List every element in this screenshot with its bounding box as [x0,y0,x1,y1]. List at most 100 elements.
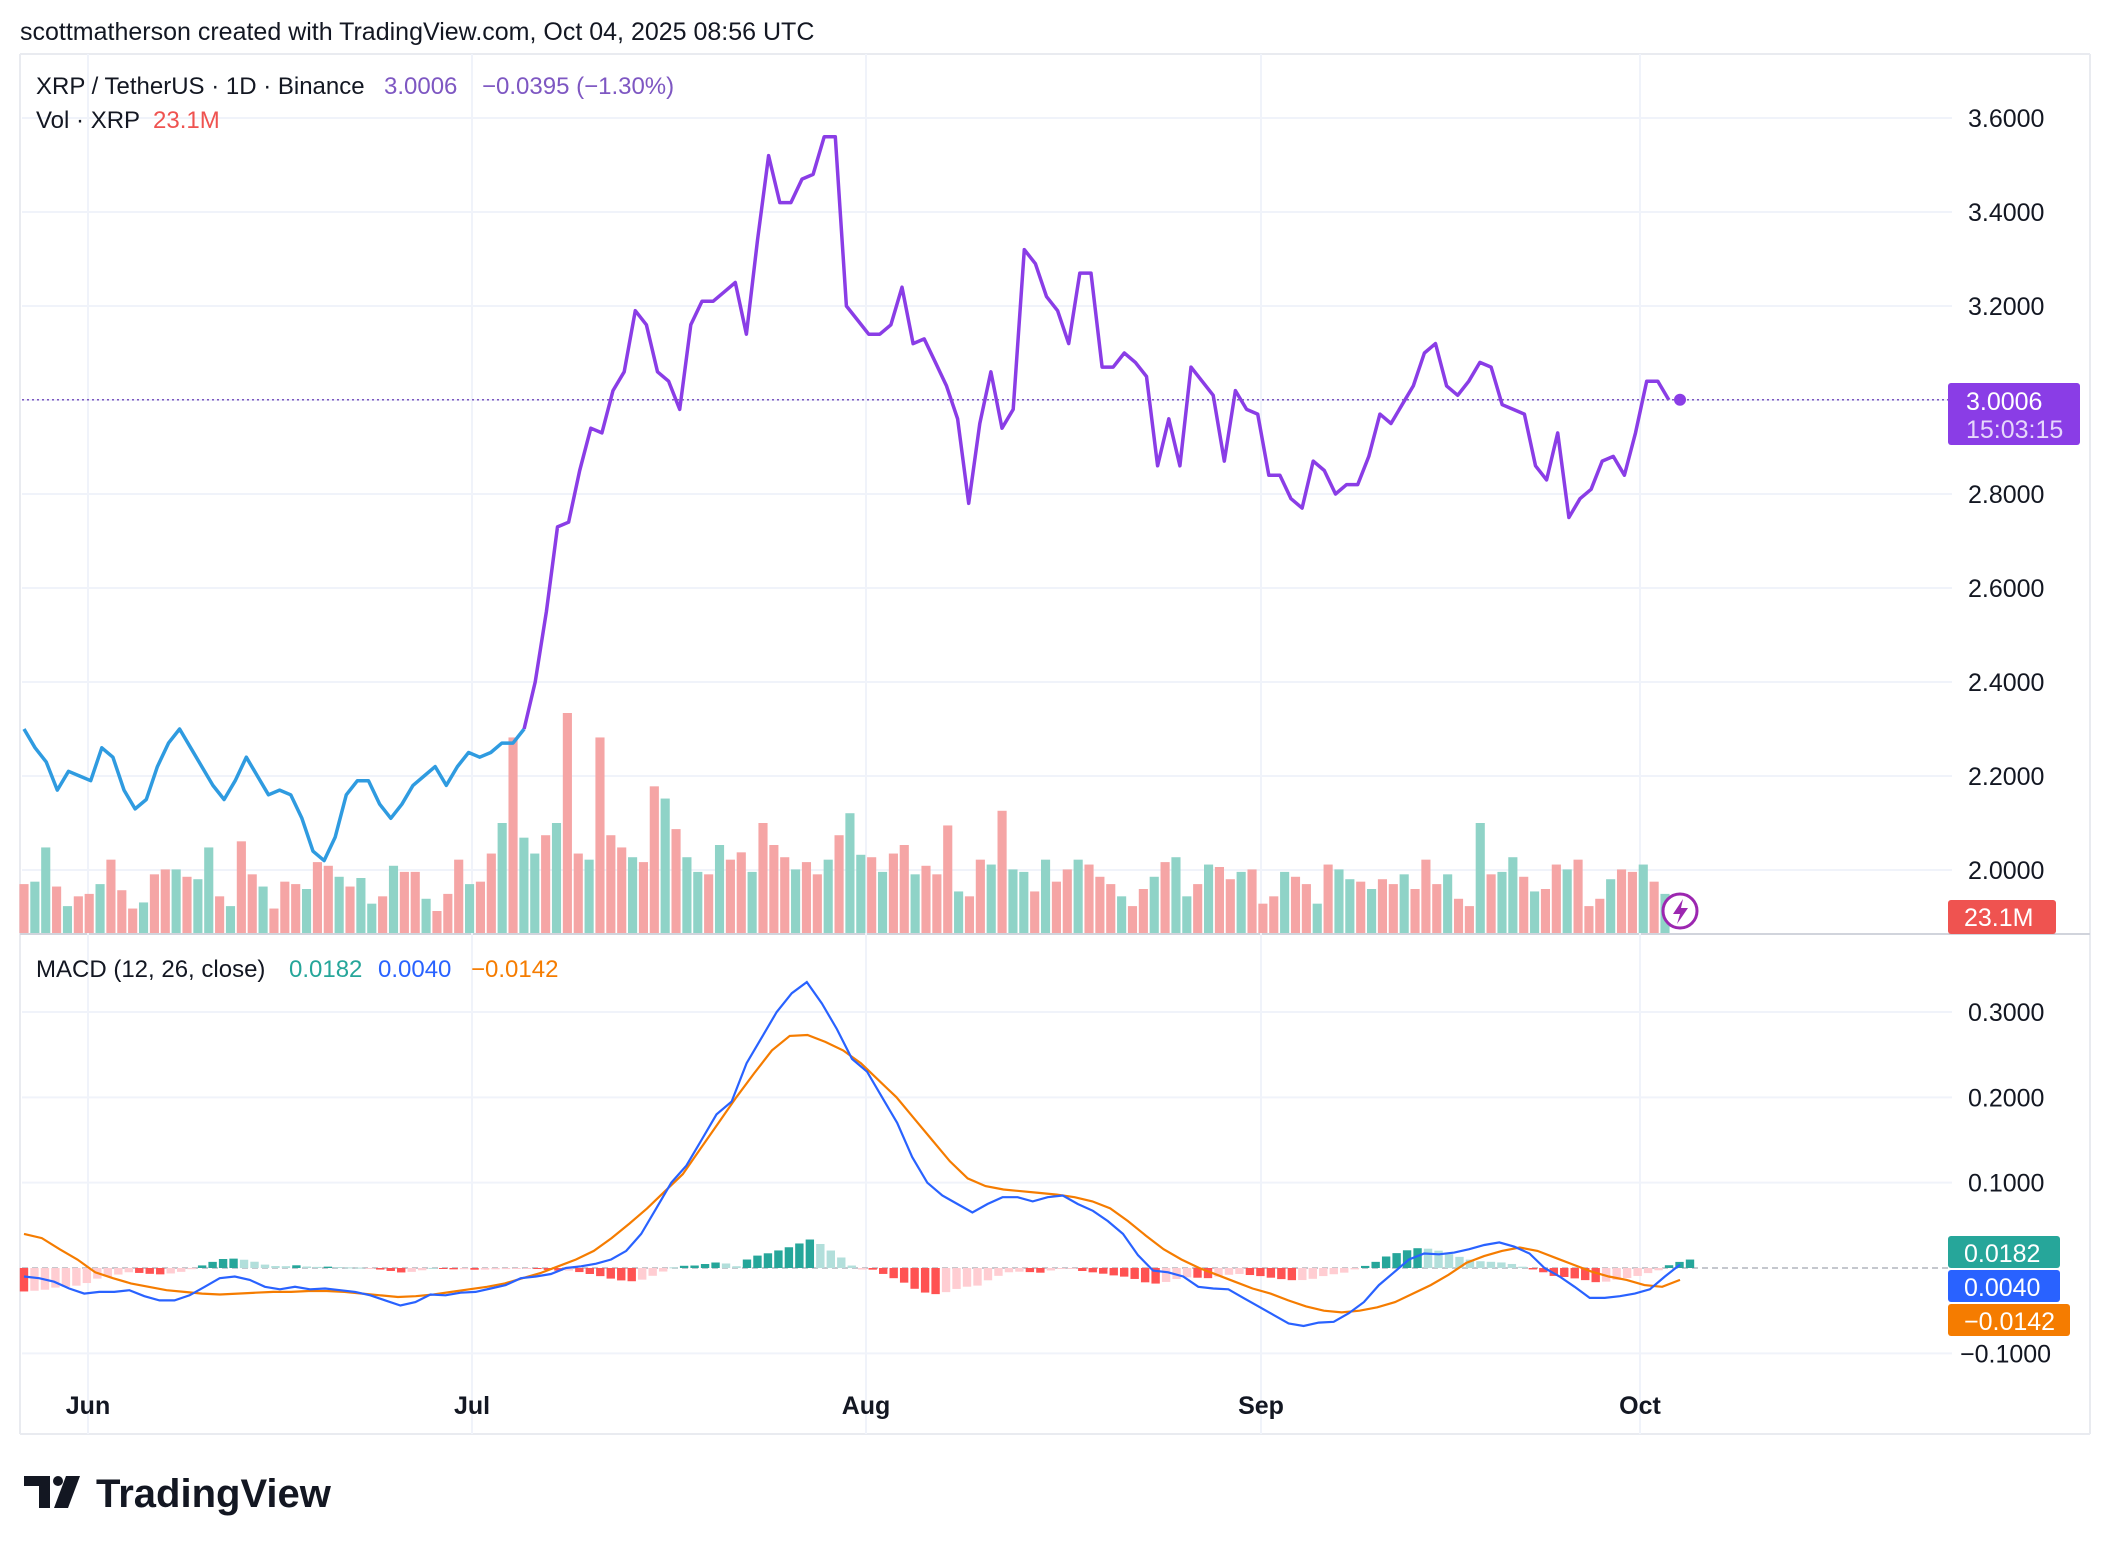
volume-bar [171,869,181,933]
volume-bar [1051,881,1061,933]
price-tick-label: 2.2000 [1968,763,2044,791]
time-tick-label: Sep [1238,1392,1284,1420]
volume-bar [780,857,790,933]
macd-hist-bar [1025,1268,1035,1273]
volume-bar [975,859,985,933]
macd-hist-bar [858,1268,867,1270]
volume-bar [1095,876,1105,933]
volume-bar [1160,862,1170,933]
symbol-title[interactable]: XRP / TetherUS · 1D · Binance [36,73,365,100]
volume-bar [1149,876,1159,933]
macd-hist-bar [1015,1268,1024,1272]
tradingview-logo[interactable]: TradingView [24,1472,332,1516]
macd-badge-bg [1948,1270,2060,1302]
macd-hist-bar [658,1268,668,1272]
macd-hist-bar [679,1265,689,1268]
volume-legend-value: 23.1M [153,107,220,134]
macd-hist-bar [1465,1259,1475,1268]
macd-hist-bar [837,1257,846,1268]
volume-bar [160,869,170,933]
macd-hist-bar [51,1268,60,1288]
volume-bars [19,713,1670,933]
volume-bar [725,859,735,933]
macd-hist-bar [1046,1268,1056,1271]
volume-bar [801,862,812,933]
volume-badge-text: 23.1M [1964,904,2033,932]
countdown-text: 15:03:15 [1966,416,2063,444]
macd-hist-bar [627,1268,636,1282]
macd-hist-bar [753,1255,762,1268]
volume-bar [834,835,844,933]
macd-hist-bar [1560,1268,1569,1277]
volume-bar [215,896,225,933]
macd-hist-bar [931,1268,940,1295]
macd-hist-bar [1340,1268,1349,1273]
volume-bar [19,884,29,933]
macd-hist-bar [910,1268,919,1289]
macd-badge-text: 0.0040 [1964,1274,2040,1302]
volume-bar [1627,871,1637,933]
macd-hist-bar [271,1266,280,1268]
macd-hist-bar [1130,1268,1139,1279]
volume-bar [312,862,322,933]
volume-bar [1040,859,1051,933]
macd-hist-bar [889,1268,898,1279]
macd-hist-bar [1444,1254,1454,1268]
volume-bar [986,864,996,933]
macd-hist-bar [784,1247,794,1268]
macd-hist-bar [355,1267,364,1269]
volume-legend-label[interactable]: Vol · XRP [36,107,140,134]
volume-bar [378,896,388,933]
macd-hist-bar [1224,1268,1234,1275]
volume-bar [649,786,659,933]
volume-bar [888,853,898,933]
volume-bar [258,886,268,933]
macd-hist-bar [1151,1268,1160,1284]
macd-hist-bar [973,1268,982,1286]
macd-hist-bar [1518,1266,1527,1268]
macd-hist-bar [1654,1268,1663,1271]
volume-bar [508,737,518,933]
volume-bar [1312,903,1322,933]
macd-hist-bar [543,1268,553,1270]
volume-bar [671,829,681,933]
macd-hist-bar [1235,1268,1244,1274]
macd-hist-bar [82,1268,92,1284]
volume-bar [1247,869,1257,933]
legend-change: −0.0395 (−1.30%) [482,73,674,100]
macd-hist-bar [1161,1268,1171,1282]
macd-hist-bar [1455,1256,1464,1268]
macd-hist-bar [1549,1268,1558,1276]
macd-hist-bar [1476,1261,1485,1268]
volume-bar [606,835,616,933]
macd-hist-bar [879,1268,888,1274]
volume-bar [1367,889,1377,933]
macd-hist-bar [690,1265,699,1268]
macd-hist-bar [1287,1268,1297,1281]
macd-hist-bar [365,1268,374,1269]
volume-bar [30,881,40,933]
volume-bar [932,874,942,933]
volume-bar [1638,864,1648,933]
volume-bar [1356,881,1366,933]
volume-bar [1117,896,1127,933]
macd-hist-bar [962,1268,972,1287]
macd-hist-bar [585,1268,595,1274]
macd-hist-bar [30,1268,39,1291]
volume-bar [1595,898,1605,933]
volume-bar [1008,869,1018,933]
volume-bar [877,871,888,933]
volume-bar [149,874,159,933]
macd-hist-bar [386,1268,395,1271]
lightning-alert-icon[interactable] [1661,892,1699,930]
macd-hist-bar [1350,1268,1359,1270]
macd-tick-label: −0.1000 [1960,1340,2051,1368]
macd-hist-bar [1685,1259,1695,1268]
macd-legend-label[interactable]: MACD (12, 26, close) [36,956,265,983]
volume-bar [693,871,703,933]
volume-bar [182,876,192,933]
price-tick-label: 2.8000 [1968,481,2044,509]
macd-hist-bar [732,1266,741,1268]
